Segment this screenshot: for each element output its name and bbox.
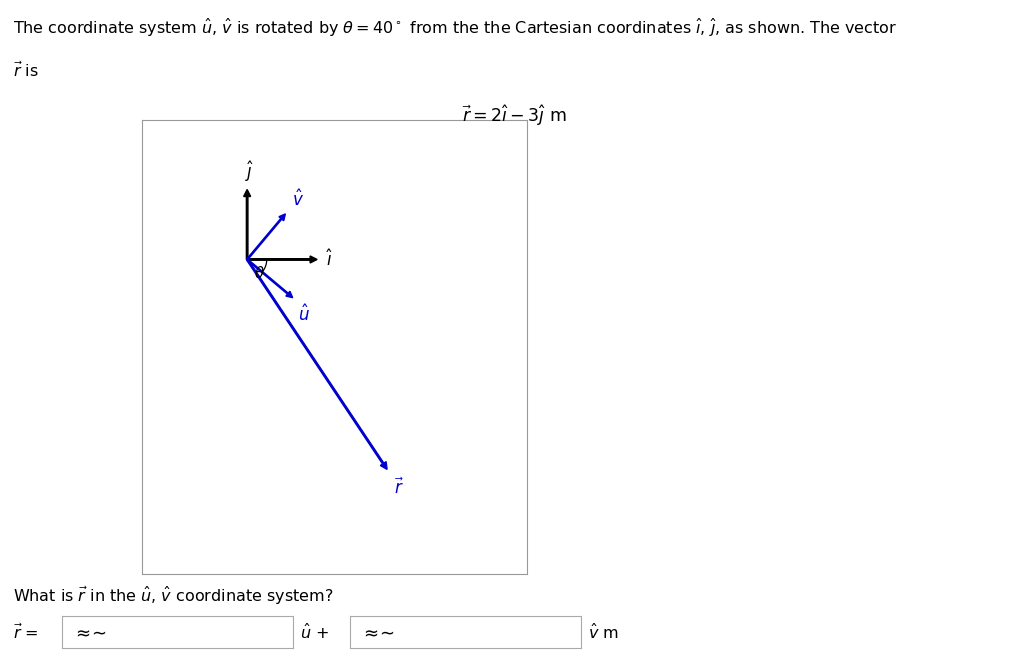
FancyArrow shape [247, 259, 293, 297]
Text: $\hat{v}$ m: $\hat{v}$ m [588, 623, 619, 641]
FancyArrow shape [247, 214, 286, 260]
Text: $\hat{u}$: $\hat{u}$ [298, 305, 309, 325]
Text: $\vec{r}$: $\vec{r}$ [394, 478, 404, 498]
Text: $\hat{\jmath}$: $\hat{\jmath}$ [246, 159, 255, 184]
Text: $\vec{r}$ =: $\vec{r}$ = [13, 623, 39, 641]
Text: $\approx\!\!\sim$: $\approx\!\!\sim$ [72, 623, 107, 641]
Text: $\vec{r} = 2\hat{\imath} - 3\hat{\jmath}$ m: $\vec{r} = 2\hat{\imath} - 3\hat{\jmath}… [462, 103, 566, 127]
Text: $\theta$: $\theta$ [254, 266, 264, 282]
Text: The coordinate system $\hat{u}$, $\hat{v}$ is rotated by $\theta = 40^\circ$ fro: The coordinate system $\hat{u}$, $\hat{v… [13, 17, 897, 39]
Text: $\hat{v}$: $\hat{v}$ [292, 189, 304, 210]
FancyArrow shape [244, 189, 251, 260]
Text: $\approx\!\!\sim$: $\approx\!\!\sim$ [360, 623, 395, 641]
Text: $\hat{\imath}$: $\hat{\imath}$ [326, 249, 333, 270]
FancyArrow shape [247, 256, 317, 263]
Text: What is $\vec{r}$ in the $\hat{u}$, $\hat{v}$ coordinate system?: What is $\vec{r}$ in the $\hat{u}$, $\ha… [13, 584, 334, 606]
FancyArrow shape [247, 259, 388, 469]
Text: $\vec{r}$ is: $\vec{r}$ is [13, 61, 39, 80]
Text: $\hat{u}$ +: $\hat{u}$ + [300, 623, 329, 641]
